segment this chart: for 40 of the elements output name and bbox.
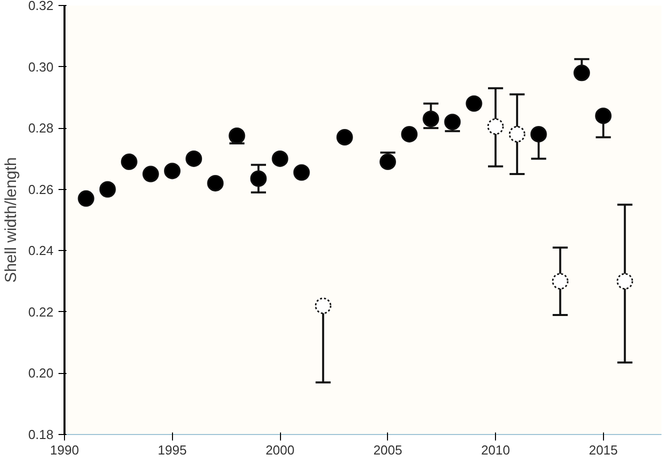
x-tick-label: 2010	[481, 442, 510, 457]
point	[444, 114, 461, 130]
point	[595, 108, 612, 124]
point	[574, 64, 590, 82]
x-tick-label: 1995	[158, 442, 187, 457]
point	[120, 154, 138, 170]
y-tick-label: 0.28	[28, 120, 54, 136]
y-tick-label: 0.26	[28, 182, 54, 197]
x-tick-label: 2005	[373, 442, 402, 457]
point	[530, 126, 547, 142]
point	[228, 127, 246, 144]
y-tick-label: 0.22	[28, 304, 54, 320]
point	[293, 164, 310, 181]
point	[207, 174, 224, 192]
x-tick-label: 2000	[266, 442, 294, 457]
point	[78, 190, 94, 207]
y-tick-label: 0.30	[28, 59, 54, 74]
point	[616, 273, 634, 290]
point	[380, 154, 396, 170]
y-tick-label: 0.20	[28, 366, 54, 381]
point	[186, 150, 202, 167]
x-tick-label: 1990	[50, 442, 79, 457]
point	[272, 150, 288, 167]
point	[508, 126, 526, 142]
point	[314, 298, 332, 314]
y-axis-title: Shell width/length	[3, 157, 20, 283]
point	[250, 170, 267, 187]
point	[142, 166, 159, 182]
point	[487, 118, 504, 135]
point	[401, 126, 418, 142]
point	[99, 181, 116, 198]
point	[422, 110, 440, 128]
point	[466, 95, 482, 112]
point	[552, 273, 568, 290]
point	[336, 129, 353, 146]
y-tick-label: 0.32	[28, 0, 54, 13]
x-tick-label: 2015	[588, 442, 618, 457]
point	[164, 162, 181, 180]
y-tick-label: 0.18	[28, 427, 54, 442]
y-tick-label: 0.24	[28, 243, 54, 258]
